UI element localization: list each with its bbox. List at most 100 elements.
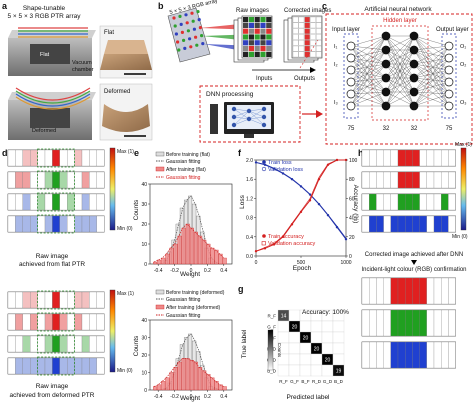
- grid-cell: [52, 335, 60, 353]
- raw-pixel: [254, 22, 260, 28]
- grid-cell: [419, 341, 427, 369]
- matrix-cell: [332, 364, 345, 377]
- hist-bar: [153, 386, 158, 391]
- corrected-caption: Corrected image achieved after DNN: [365, 252, 463, 258]
- grid-cell: [412, 149, 420, 167]
- f-legend-0: Train loss: [268, 160, 292, 166]
- e1-legend: Before training (flat) Gaussian fitting …: [155, 151, 210, 181]
- grid-cell: [361, 341, 370, 369]
- hist-bar: [177, 235, 182, 265]
- grid-cell: [15, 357, 23, 375]
- vacuum-label-2: chamber: [72, 67, 94, 73]
- corrected-pixel: [292, 34, 299, 40]
- confirm-caption: Incident-light colour (RGB) confirmation: [361, 267, 466, 273]
- grid-cell: [412, 171, 420, 189]
- hist-xtick: -0.4: [154, 394, 163, 400]
- grid-cell: [15, 313, 23, 331]
- f-xtick: 1000: [340, 260, 351, 266]
- panel-letter-d: d: [2, 148, 8, 158]
- matrix-col-label: B_D: [334, 379, 344, 384]
- corrected-pixel: [298, 40, 305, 46]
- e1-legend-2: After training (flat): [166, 167, 206, 173]
- e1-legend-1: Gaussian fitting: [166, 159, 201, 165]
- array-dot: [183, 46, 187, 51]
- array-dot: [196, 10, 200, 14]
- f-point: [308, 193, 312, 196]
- f-legend: Train loss Validation loss Train accurac…: [261, 160, 316, 247]
- grid-cell: [397, 171, 406, 189]
- grid-cell: [52, 149, 60, 167]
- array-dot: [180, 30, 184, 34]
- array-dot: [177, 48, 181, 52]
- grid-cell: [96, 193, 105, 211]
- matrix-col-label: G_D: [323, 379, 333, 384]
- matrix-row-label: B_D: [267, 369, 277, 374]
- raw-image-deformed: [7, 290, 105, 376]
- panel-b: b 5 × 5 × 3 RGB array Raw images Correct…: [158, 0, 331, 143]
- matrix-row-label: R_F: [267, 314, 276, 319]
- grid-cell: [7, 357, 16, 375]
- grid-cell: [52, 171, 60, 189]
- hist-bar: [210, 377, 215, 391]
- matrix-cell: [288, 331, 301, 344]
- grid-cell: [81, 335, 90, 353]
- grid-cell: [405, 171, 413, 189]
- f-legend-3: Validation accuracy: [268, 241, 316, 247]
- inputs-label: Inputs: [256, 76, 272, 82]
- grid-cell: [369, 341, 377, 369]
- hist-bar: [169, 247, 174, 265]
- grid-cell: [7, 149, 16, 167]
- corrected-pixel: [310, 45, 316, 52]
- grid-cell: [52, 357, 60, 375]
- hist-bar: [202, 370, 207, 391]
- f-y2tick: 100: [349, 158, 358, 164]
- grid-cell: [22, 291, 31, 309]
- flat-photo-label: Flat: [104, 30, 114, 36]
- grid-cell: [441, 215, 449, 233]
- e1-legend-3: Gaussian fitting: [166, 175, 201, 181]
- matrix-row-label: G_F: [267, 325, 276, 330]
- grid-cell: [390, 171, 399, 189]
- confusion-matrix: 142020202019R_FR_FG_FG_FB_FB_FR_DR_DG_DG…: [267, 309, 345, 384]
- corrected-pixel: [292, 16, 299, 23]
- corrected-images-label: Corrected images: [284, 8, 331, 14]
- grid-cell: [383, 277, 391, 305]
- hist-bar: [198, 235, 203, 265]
- flat-device-render: Flat Vacuum chamber: [8, 27, 96, 76]
- grid-cell: [22, 149, 31, 167]
- grid-cell: [59, 193, 68, 211]
- hist-ytick: 20: [141, 222, 147, 228]
- grid-cell: [426, 149, 435, 167]
- raw-pixel: [248, 46, 254, 52]
- f-ytick: 0.0: [246, 254, 253, 260]
- ann-node: [381, 73, 391, 83]
- f-y2tick: 20: [349, 235, 355, 241]
- grid-cell: [81, 171, 90, 189]
- raw-pixel: [260, 28, 266, 34]
- raw-pixel: [243, 28, 249, 34]
- grid-cell: [433, 215, 442, 233]
- raw-pixel: [243, 51, 249, 57]
- grid-cell: [44, 215, 53, 233]
- ann-node: [444, 101, 454, 111]
- grid-cell: [369, 171, 377, 189]
- panel-g: g 142020202019R_FR_FG_FG_FB_FB_FR_DR_DG_…: [238, 284, 349, 401]
- matrix-col-label: R_F: [279, 379, 288, 384]
- array-dot: [173, 24, 177, 28]
- hist-ytick: 40: [141, 182, 147, 188]
- n-input: 75: [348, 126, 355, 132]
- raw-pixel: [248, 51, 254, 57]
- ann-input-2: I₂: [334, 62, 338, 68]
- ann-node: [346, 101, 356, 111]
- grid-cell: [383, 309, 391, 337]
- hist-bar: [161, 381, 166, 391]
- mini-node: [246, 108, 252, 114]
- grid-cell: [405, 149, 413, 167]
- corrected-image: [361, 149, 456, 233]
- grid-cell: [412, 309, 420, 337]
- grid-cell: [89, 313, 97, 331]
- flat-photo: Flat: [99, 25, 153, 79]
- n-hidden-2: 32: [411, 126, 418, 132]
- grid-cell: [96, 291, 105, 309]
- corrected-pixel: [292, 28, 299, 34]
